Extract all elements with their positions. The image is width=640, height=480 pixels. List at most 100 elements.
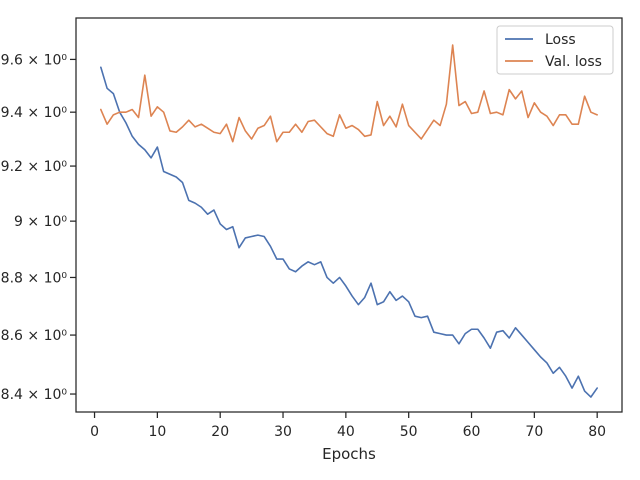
- data-point-val-loss: [565, 114, 567, 116]
- x-axis: 0 10 20 30 40 50 60 70 80: [90, 412, 606, 440]
- y-tick-label: 9.4 × 10⁰: [1, 105, 68, 121]
- data-point-loss: [225, 228, 227, 230]
- data-point-val-loss: [162, 111, 164, 113]
- plot-frame: [75, 17, 623, 413]
- data-point-loss: [382, 301, 384, 303]
- data-point-loss: [458, 343, 460, 345]
- data-point-loss: [194, 202, 196, 204]
- data-point-loss: [590, 396, 592, 398]
- x-tick-label: 20: [211, 424, 229, 440]
- legend: Loss Val. loss: [496, 25, 614, 75]
- data-point-loss: [357, 303, 359, 305]
- data-point-val-loss: [137, 116, 139, 118]
- data-point-loss: [364, 296, 366, 298]
- legend-label: Loss: [545, 32, 576, 48]
- data-point-loss: [213, 209, 215, 211]
- data-point-val-loss: [357, 128, 359, 130]
- data-point-val-loss: [206, 127, 208, 129]
- data-point-val-loss: [458, 104, 460, 106]
- data-point-val-loss: [118, 111, 120, 113]
- data-point-loss: [150, 157, 152, 159]
- data-point-loss: [508, 337, 510, 339]
- data-point-loss: [313, 263, 315, 265]
- legend-label: Val. loss: [545, 54, 602, 70]
- data-point-val-loss: [577, 123, 579, 125]
- data-point-loss: [188, 199, 190, 201]
- data-point-loss: [477, 328, 479, 330]
- data-point-loss: [181, 181, 183, 183]
- data-point-val-loss: [571, 123, 573, 125]
- x-axis-label: Epochs: [322, 445, 376, 463]
- data-point-val-loss: [125, 111, 127, 113]
- x-tick-label: 80: [588, 424, 606, 440]
- data-point-val-loss: [508, 88, 510, 90]
- data-point-loss: [282, 258, 284, 260]
- data-point-val-loss: [194, 126, 196, 128]
- data-point-val-loss: [225, 123, 227, 125]
- data-point-val-loss: [345, 127, 347, 129]
- data-point-val-loss: [521, 90, 523, 92]
- legend-box: [496, 25, 614, 75]
- data-point-val-loss: [257, 127, 259, 129]
- data-point-val-loss: [590, 111, 592, 113]
- data-point-loss: [533, 348, 535, 350]
- data-point-loss: [552, 372, 554, 374]
- data-point-loss: [219, 223, 221, 225]
- data-point-val-loss: [188, 119, 190, 121]
- data-point-loss: [232, 226, 234, 228]
- data-point-val-loss: [370, 134, 372, 136]
- data-point-loss: [583, 390, 585, 392]
- data-point-loss: [433, 331, 435, 333]
- data-point-val-loss: [112, 114, 114, 116]
- y-tick-label: 8.6 × 10⁰: [1, 328, 68, 344]
- data-point-loss: [571, 387, 573, 389]
- data-point-loss: [596, 387, 598, 389]
- data-point-val-loss: [175, 131, 177, 133]
- data-point-loss: [577, 375, 579, 377]
- data-point-loss: [351, 295, 353, 297]
- data-point-loss: [175, 176, 177, 178]
- y-axis: 8.4 × 10⁰ 8.6 × 10⁰ 8.8 × 10⁰ 9 × 10⁰ 9.2 × …: [1, 52, 76, 403]
- data-point-val-loss: [401, 103, 403, 105]
- data-point-loss: [288, 268, 290, 270]
- plot-area: [75, 17, 623, 413]
- data-point-val-loss: [470, 112, 472, 114]
- data-point-loss: [389, 291, 391, 293]
- data-point-loss: [420, 316, 422, 318]
- data-point-val-loss: [533, 102, 535, 104]
- data-point-val-loss: [219, 132, 221, 134]
- x-tick-label: 10: [148, 424, 166, 440]
- data-point-val-loss: [426, 128, 428, 130]
- data-point-val-loss: [439, 124, 441, 126]
- data-point-loss: [263, 235, 265, 237]
- data-point-loss: [514, 327, 516, 329]
- data-point-val-loss: [451, 44, 453, 46]
- data-point-loss: [521, 334, 523, 336]
- data-point-loss: [238, 247, 240, 249]
- data-point-loss: [445, 334, 447, 336]
- y-tick-label: 9.6 × 10⁰: [1, 52, 68, 68]
- data-point-val-loss: [414, 131, 416, 133]
- data-point-val-loss: [181, 126, 183, 128]
- data-point-val-loss: [244, 130, 246, 132]
- data-point-loss: [137, 143, 139, 145]
- data-point-val-loss: [389, 115, 391, 117]
- data-point-val-loss: [238, 116, 240, 118]
- data-point-val-loss: [407, 124, 409, 126]
- series-val-loss: [100, 44, 598, 143]
- y-tick-label: 8.4 × 10⁰: [1, 387, 68, 403]
- data-point-loss: [307, 261, 309, 263]
- x-tick-label: 0: [90, 424, 99, 440]
- data-point-val-loss: [156, 106, 158, 108]
- data-point-loss: [370, 282, 372, 284]
- data-point-loss: [558, 366, 560, 368]
- data-point-loss: [345, 285, 347, 287]
- data-point-loss: [156, 146, 158, 148]
- data-point-val-loss: [131, 108, 133, 110]
- data-point-loss: [257, 234, 259, 236]
- data-point-loss: [332, 282, 334, 284]
- data-point-val-loss: [294, 123, 296, 125]
- data-point-loss: [301, 265, 303, 267]
- data-point-loss: [125, 122, 127, 124]
